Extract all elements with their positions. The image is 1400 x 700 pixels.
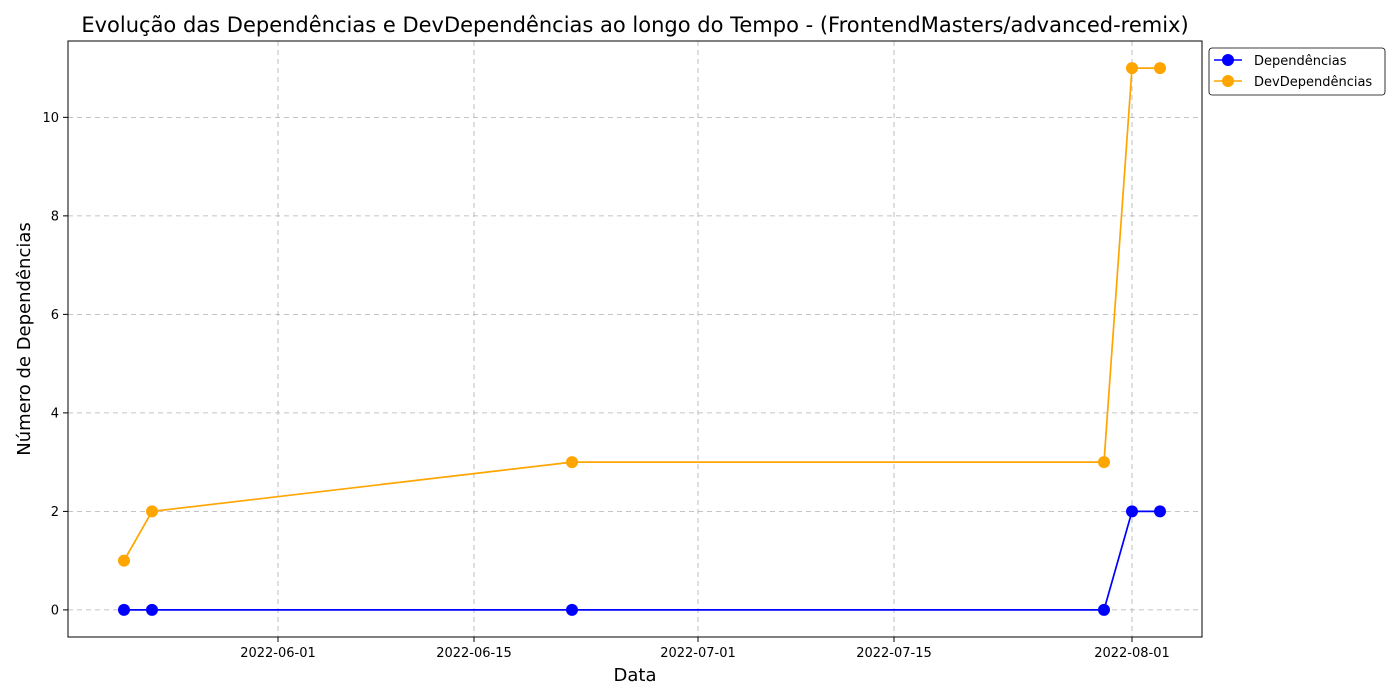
data-point [1098,603,1110,616]
data-point [146,505,158,518]
series-line [124,510,1160,611]
series-2 [118,62,1166,567]
data-point [118,603,130,616]
legend-label-dependencias: Dependências [1254,54,1347,69]
data-point [566,603,578,616]
y-tick-label: 6 [51,308,59,323]
legend-label-devdependencias: DevDependências [1254,75,1372,90]
legend-frame [1208,47,1386,96]
x-axis: 2022-06-01 2022-06-15 2022-07-01 2022-07-15… [240,637,1170,661]
x-tick-label: 2022-08-01 [1094,646,1170,661]
legend-marker-dependencias [1222,54,1234,66]
data-point [566,456,578,469]
x-tick-label: 2022-06-01 [240,646,316,661]
data-point [146,603,158,616]
y-tick-label: 10 [42,111,59,126]
grid-lines [68,41,1202,637]
plot-frame [67,40,1203,638]
data-point [1126,505,1138,518]
x-axis-label: Data [614,665,657,686]
data-point [118,554,130,567]
data-point [1154,505,1166,518]
y-tick-label: 2 [51,505,59,520]
data-point [1126,62,1138,75]
data-point [1098,456,1110,469]
y-axis: 0 2 4 6 8 10 [42,111,68,618]
series-1 [118,505,1166,616]
y-axis-label: Número de Dependências [14,222,35,456]
x-tick-label: 2022-07-01 [660,646,736,661]
legend: Dependências DevDependências [1208,47,1386,96]
data-point [1154,62,1166,75]
x-tick-label: 2022-07-15 [856,646,932,661]
x-tick-label: 2022-06-15 [436,646,512,661]
legend-marker-devdependencias [1222,75,1234,87]
series-layer [118,62,1166,616]
y-tick-label: 4 [51,406,59,421]
chart-title: Evolução das Dependências e DevDependênc… [81,13,1188,37]
y-tick-label: 8 [51,209,59,224]
y-tick-label: 0 [51,603,59,618]
